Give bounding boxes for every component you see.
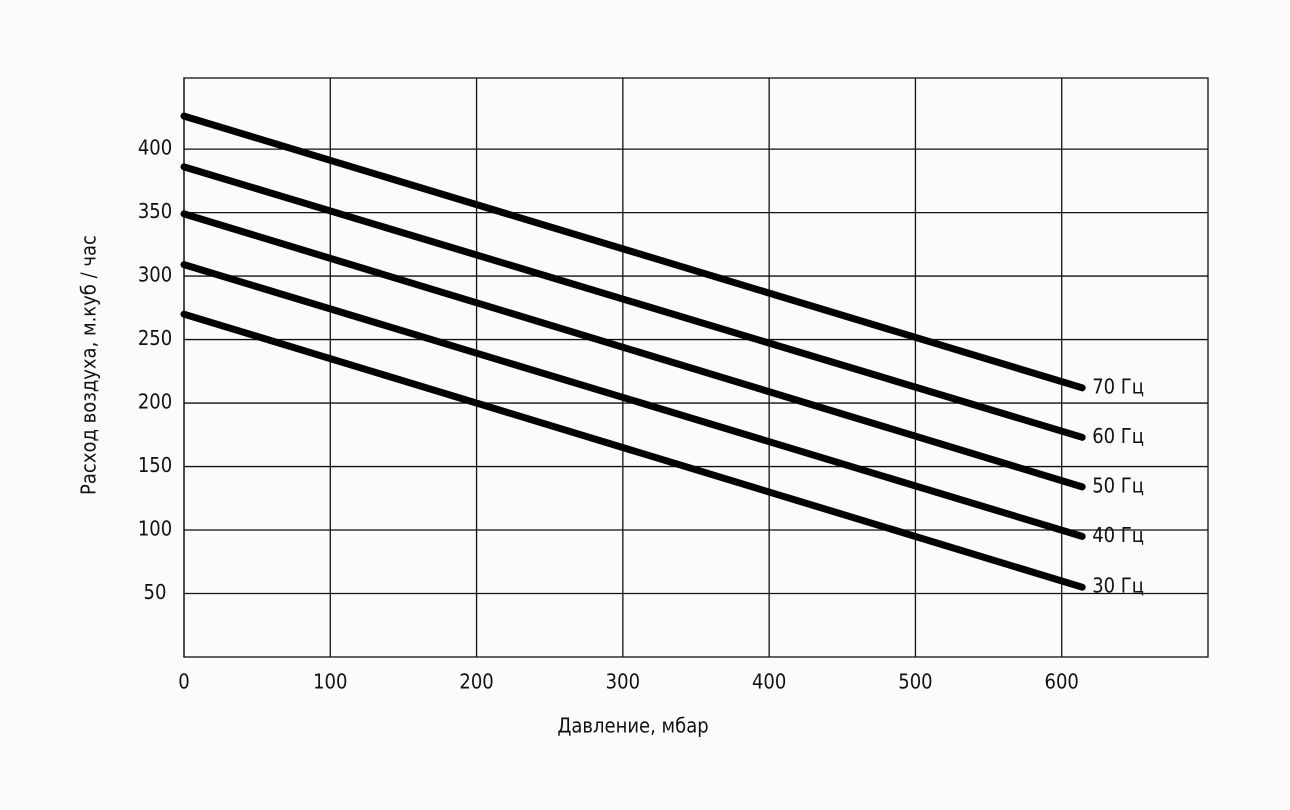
y-tick-label: 300 [138, 263, 172, 287]
series-label: 70 Гц [1092, 374, 1144, 398]
y-tick-label: 250 [138, 326, 172, 350]
series-label: 60 Гц [1092, 424, 1144, 448]
series-line [180, 112, 1086, 392]
x-tick-label: 0 [178, 670, 189, 694]
series-line [180, 310, 1086, 591]
x-tick-label: 100 [313, 670, 347, 694]
x-tick-label: 600 [1045, 670, 1079, 694]
series-line [180, 163, 1086, 441]
x-tick-label: 200 [459, 670, 493, 694]
y-tick-label: 350 [138, 199, 172, 223]
series-label: 30 Гц [1092, 574, 1144, 598]
y-tick-label: 150 [138, 453, 172, 477]
x-tick-label: 300 [606, 670, 640, 694]
series-line [180, 261, 1086, 540]
y-axis-label: Расход воздуха, м.куб / час [77, 235, 101, 495]
y-tick-label: 200 [138, 390, 172, 414]
series-line [180, 210, 1086, 491]
x-tick-label: 500 [898, 670, 932, 694]
x-axis-label: Давление, мбар [557, 714, 708, 738]
series-label: 40 Гц [1092, 523, 1144, 547]
series-label: 50 Гц [1092, 473, 1144, 497]
y-tick-label: 50 [144, 580, 167, 604]
y-tick-label: 100 [138, 517, 172, 541]
y-tick-label: 400 [138, 136, 172, 160]
x-tick-label: 400 [752, 670, 786, 694]
